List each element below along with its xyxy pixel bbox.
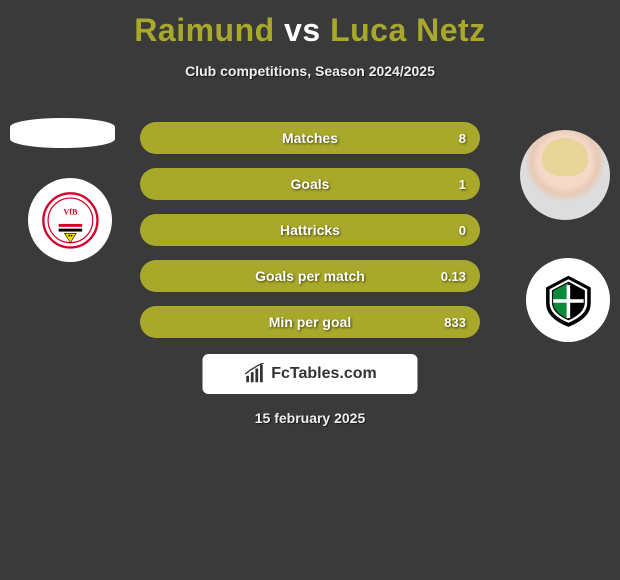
stat-value-right: 1 (459, 177, 466, 192)
stat-label: Matches (282, 130, 338, 146)
comparison-title: Raimund vs Luca Netz (0, 0, 620, 49)
player-1-name: Raimund (134, 12, 274, 48)
vfb-stuttgart-icon: VfB (41, 191, 100, 250)
stat-label: Hattricks (280, 222, 340, 238)
stat-row-goals: Goals 1 (140, 168, 480, 200)
subtitle: Club competitions, Season 2024/2025 (0, 63, 620, 79)
stat-value-right: 0.13 (441, 269, 466, 284)
stat-value-right: 0 (459, 223, 466, 238)
brand-text: FcTables.com (271, 365, 377, 383)
brand-box[interactable]: FcTables.com (203, 354, 418, 394)
player-2-club-badge (526, 258, 610, 342)
stat-value-right: 8 (459, 131, 466, 146)
stats-container: Matches 8 Goals 1 Hattricks 0 Goals per … (140, 122, 480, 352)
stat-label: Goals (291, 176, 330, 192)
stat-row-hattricks: Hattricks 0 (140, 214, 480, 246)
stat-row-goals-per-match: Goals per match 0.13 (140, 260, 480, 292)
stat-row-min-per-goal: Min per goal 833 (140, 306, 480, 338)
stat-label: Goals per match (255, 268, 365, 284)
stat-row-matches: Matches 8 (140, 122, 480, 154)
chart-icon (243, 363, 265, 385)
player-1-club-badge: VfB (28, 178, 112, 262)
player-2-avatar (520, 130, 610, 220)
stat-value-right: 833 (444, 315, 466, 330)
svg-text:VfB: VfB (63, 207, 78, 216)
stat-label: Min per goal (269, 314, 351, 330)
borussia-mgladbach-icon (539, 271, 598, 330)
player-1-avatar (10, 118, 115, 148)
player-2-name: Luca Netz (330, 12, 486, 48)
vs-label: vs (284, 12, 321, 48)
date-label: 15 february 2025 (0, 410, 620, 426)
